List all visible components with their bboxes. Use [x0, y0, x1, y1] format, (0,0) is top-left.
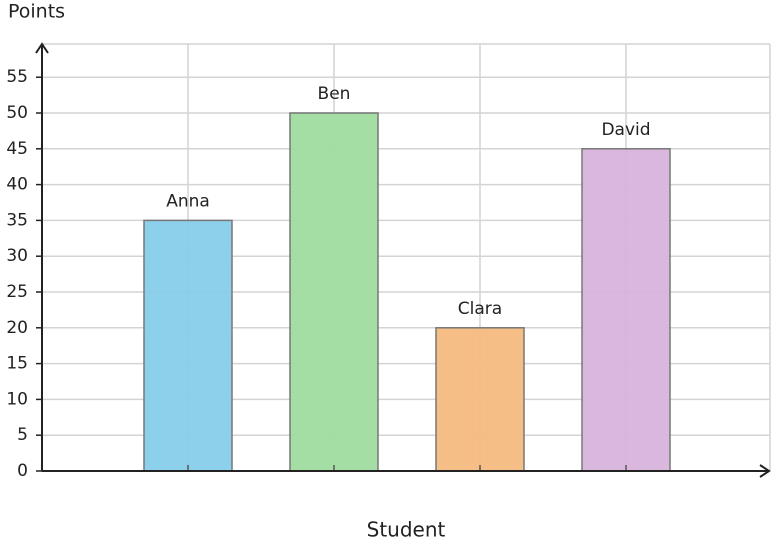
y-tick-label: 40 [6, 175, 28, 195]
y-tick-label: 0 [17, 461, 28, 481]
y-tick-label: 55 [6, 67, 28, 87]
x-axis-label: Student [367, 518, 446, 542]
y-tick-label: 45 [6, 139, 28, 159]
y-tick-label: 35 [6, 210, 28, 230]
y-tick-label: 20 [6, 318, 28, 338]
bar [143, 219, 233, 472]
y-tick-label: 30 [6, 246, 28, 266]
x-arrow [759, 464, 771, 478]
y-tick-label: 10 [6, 389, 28, 409]
y-tick-label: 15 [6, 354, 28, 374]
category-label: David [601, 120, 650, 140]
category-label: Clara [458, 299, 502, 319]
bar [289, 112, 379, 472]
y-arrow [35, 42, 49, 54]
category-label: Ben [318, 84, 351, 104]
bar [435, 327, 525, 472]
bar [581, 148, 671, 472]
y-axis-label: Points [8, 1, 65, 23]
axes [35, 42, 771, 478]
y-tick-label: 25 [6, 282, 28, 302]
category-label: Anna [166, 191, 210, 211]
y-tick-label: 5 [17, 425, 28, 445]
y-tick-label: 50 [6, 103, 28, 123]
